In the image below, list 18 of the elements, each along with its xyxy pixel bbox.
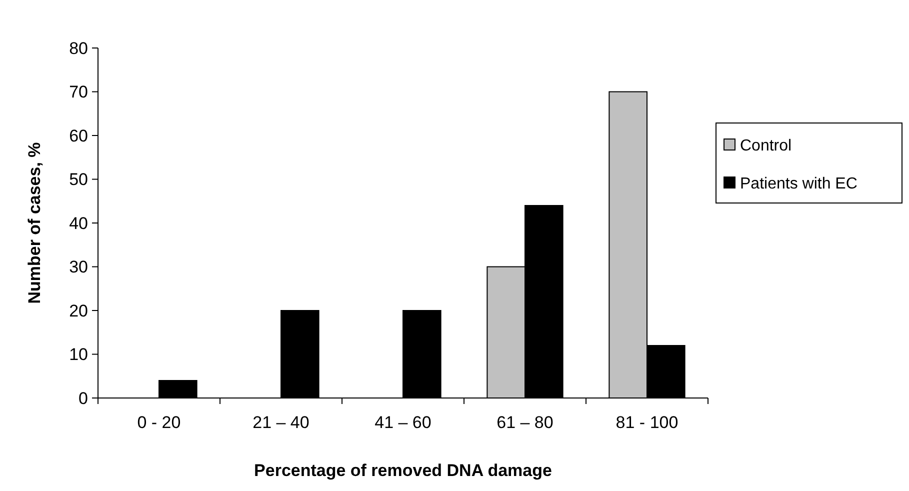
legend-label: Control [740,138,792,155]
x-tick-label: 61 – 80 [496,413,554,432]
y-tick-label: 20 [69,301,88,320]
y-tick-label: 30 [69,258,88,277]
y-tick-label: 70 [69,82,88,102]
x-axis-title: Percentage of removed DNA damage [254,461,552,480]
legend-label: Patients with EC [740,176,858,193]
x-tick-label: 0 - 20 [137,413,181,432]
y-tick-label: 80 [69,38,88,58]
y-tick-label: 50 [69,170,88,190]
x-tick-label: 41 – 60 [374,413,432,432]
y-tick-label: 0 [78,388,88,408]
y-tick-label: 10 [69,345,88,364]
y-tick-label: 60 [69,126,88,146]
y-tick-label: 40 [69,214,88,233]
x-tick-label: 81 - 100 [616,413,678,432]
y-axis-title: Number of cases, % [25,142,44,304]
x-tick-label: 21 – 40 [252,413,310,432]
